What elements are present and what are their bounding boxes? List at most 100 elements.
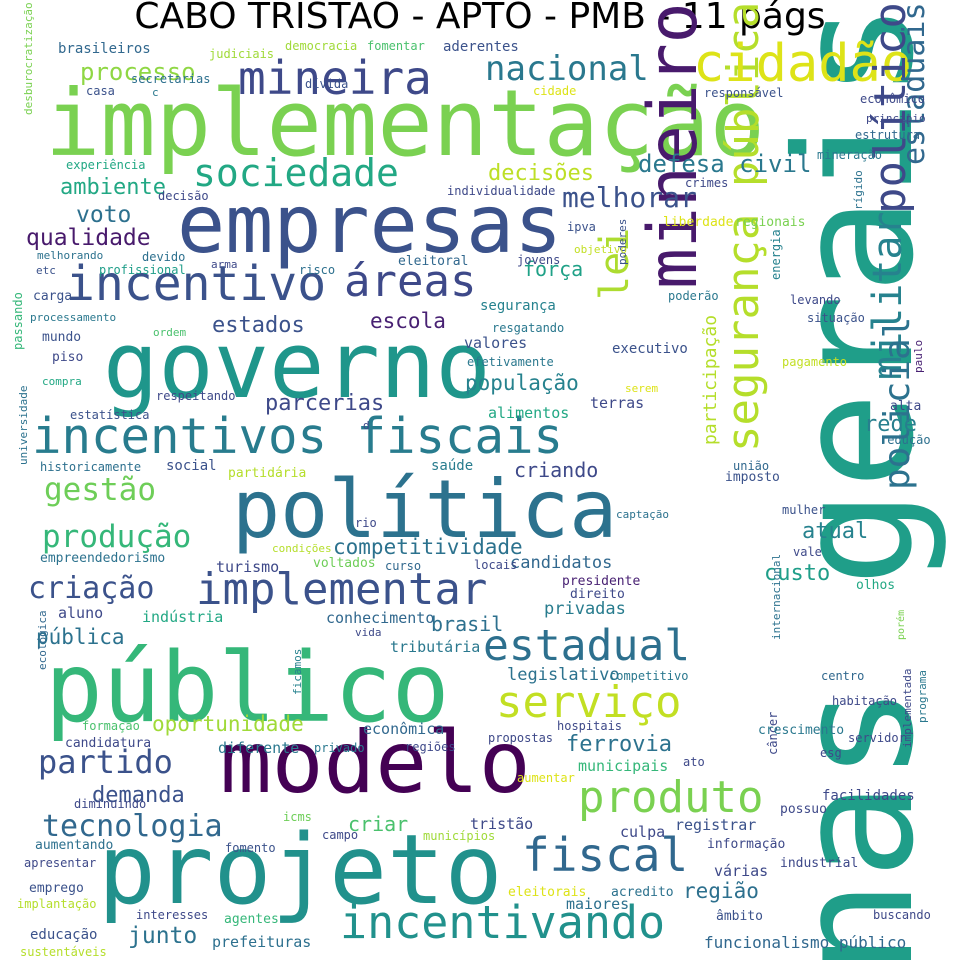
cloud-word: jovens	[517, 253, 561, 267]
cloud-word: programa	[916, 670, 929, 723]
cloud-word: custo	[764, 561, 831, 586]
cloud-word: liberdade	[663, 215, 734, 230]
cloud-word: eleitoral	[398, 254, 469, 269]
cloud-word: devido	[142, 250, 186, 264]
cloud-word: facilidades	[822, 788, 915, 804]
cloud-word: registrar	[675, 816, 757, 834]
cloud-word: olhos	[856, 578, 896, 593]
cloud-word: cidade	[533, 84, 577, 98]
cloud-word: ambiente	[60, 175, 166, 200]
cloud-word: mineração	[817, 148, 883, 162]
cloud-word: executivo	[612, 341, 688, 357]
cloud-word: hospitais	[557, 719, 623, 733]
cloud-word: áreas	[344, 256, 477, 307]
cloud-word: competitivo	[609, 669, 689, 683]
cloud-word: modelo	[220, 713, 531, 813]
cloud-word: decisões	[488, 161, 594, 186]
cloud-word: empreendedorismo	[40, 551, 166, 566]
cloud-word: municípios	[423, 829, 496, 843]
cloud-word: individualidade	[447, 184, 556, 198]
cloud-word: democracia	[285, 39, 358, 53]
cloud-word: região	[683, 879, 759, 903]
cloud-word: melhorando	[37, 249, 104, 262]
cloud-word: serviço	[496, 677, 682, 728]
cloud-word: locais	[474, 558, 518, 572]
cloud-word: força	[523, 257, 584, 281]
cloud-word: incentivos fiscais	[32, 408, 564, 465]
cloud-word: formação	[82, 719, 140, 733]
cloud-word: desburocratização	[22, 2, 35, 115]
cloud-word: situação	[807, 311, 865, 325]
cloud-word: crescimento	[758, 723, 845, 738]
cloud-word: arma	[211, 258, 238, 271]
cloud-word: produto	[578, 772, 764, 823]
cloud-word: experiência	[66, 158, 146, 172]
cloud-word: propostas	[488, 731, 554, 745]
cloud-word: decisão	[158, 189, 209, 203]
cloud-word: brasil	[431, 612, 504, 636]
cloud-word: efetivamente	[467, 355, 554, 369]
cloud-word: respeitando	[156, 389, 236, 403]
cloud-word: tristão	[470, 815, 534, 833]
cloud-word: indústria	[142, 608, 224, 626]
cloud-word: público	[45, 632, 450, 744]
cloud-word: internacional	[770, 553, 783, 640]
cloud-word: rede	[864, 412, 917, 437]
cloud-word: vida	[355, 626, 382, 639]
cloud-word: presidente	[562, 574, 641, 589]
cloud-word: resgatando	[492, 321, 565, 335]
cloud-word: servidor	[848, 731, 906, 745]
cloud-word: regionais	[735, 215, 806, 230]
cloud-word: piso	[52, 350, 84, 365]
cloud-word: ferrovia	[566, 732, 672, 757]
cloud-word: imposto	[725, 470, 780, 485]
cloud-word: icms	[283, 810, 312, 824]
cloud-word: social	[166, 458, 217, 474]
cloud-word: eleitorais	[508, 885, 587, 900]
cloud-word: turismo	[216, 558, 280, 576]
cloud-word: nacional	[485, 49, 649, 89]
cloud-word: brasileiros	[58, 41, 151, 57]
cloud-word: projeto	[98, 814, 503, 926]
cloud-word: junto	[128, 923, 198, 949]
cloud-word: empresas	[177, 178, 563, 271]
cloud-word: sustentáveis	[20, 945, 107, 959]
cloud-word: vale	[793, 545, 822, 559]
cloud-word: buscando	[873, 908, 931, 922]
cloud-word: c	[152, 86, 159, 99]
cloud-word: processo	[80, 58, 196, 86]
cloud-word: privado	[314, 741, 365, 755]
cloud-word: qualidade	[26, 225, 151, 251]
cloud-word: municipais	[578, 757, 669, 775]
cloud-word: competitividade	[333, 535, 523, 559]
cloud-word: passando	[11, 292, 25, 350]
cloud-word: implantação	[17, 897, 97, 911]
cloud-word: maiores	[566, 895, 630, 913]
cloud-word: centro	[821, 669, 865, 683]
cloud-word: gestão	[44, 472, 156, 508]
cloud-word: voltados	[313, 556, 376, 571]
cloud-word: demanda	[92, 783, 185, 808]
cloud-word: política	[232, 463, 618, 556]
cloud-word: captação	[616, 508, 669, 521]
cloud-word: voto	[76, 202, 132, 228]
cloud-word: incentivando	[340, 896, 666, 949]
cloud-word: diferente	[218, 739, 300, 757]
cloud-word: mineira	[238, 51, 432, 105]
cloud-word: estados	[212, 313, 305, 338]
cloud-word: parcerias	[265, 391, 385, 416]
cloud-word: condições	[272, 542, 332, 555]
cloud-word: universidade	[17, 385, 30, 465]
cloud-word: tecnologia	[42, 809, 223, 844]
cloud-word: participação	[700, 314, 721, 445]
cloud-word: princípio	[866, 112, 926, 125]
cloud-word: direito	[570, 587, 625, 602]
cloud-word: mulher	[782, 503, 826, 517]
cloud-word: profissional	[99, 263, 186, 277]
cloud-word: aumentar	[517, 771, 575, 785]
cloud-word: mundo	[42, 330, 82, 345]
cloud-word: legislativo	[507, 665, 620, 685]
cloud-word: ordem	[153, 326, 187, 339]
cloud-word: aderentes	[443, 39, 519, 55]
